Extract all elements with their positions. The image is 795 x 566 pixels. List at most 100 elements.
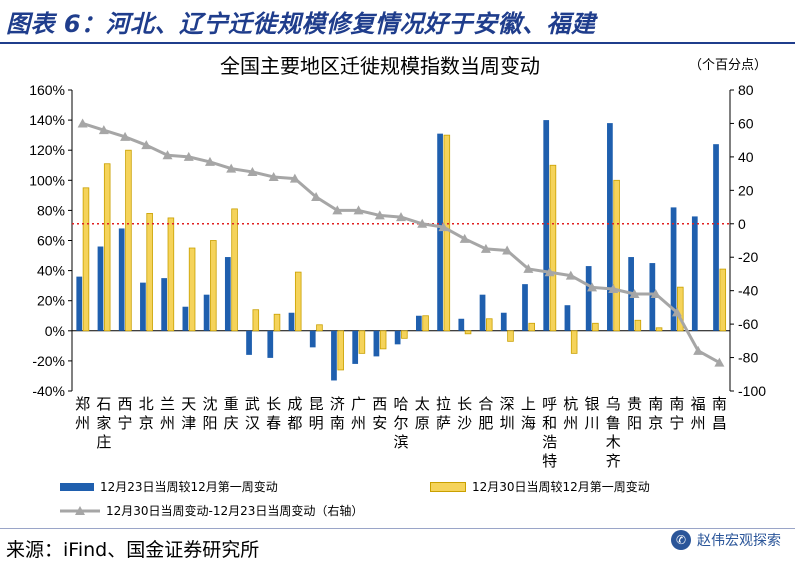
- bar-dec30: [316, 324, 323, 332]
- category-label: 拉萨: [436, 395, 451, 432]
- bar-dec30: [252, 309, 260, 332]
- bar-dec30: [570, 330, 578, 354]
- bar-dec30: [146, 213, 153, 332]
- category-label: 沈阳: [202, 395, 217, 432]
- legend-item-dec23: 12月23日当周较12月第一周变动: [60, 478, 278, 495]
- bar-dec30: [549, 164, 557, 332]
- line-diff-marker: [544, 267, 555, 277]
- bar-dec23: [691, 216, 698, 331]
- right-tick-label: -60: [738, 316, 758, 332]
- bar-dec30: [337, 330, 344, 371]
- bar-dec30: [231, 208, 238, 332]
- bar-dec23: [543, 120, 550, 331]
- line-diff-marker: [523, 263, 534, 273]
- category-label: 银川: [585, 395, 600, 432]
- bar-dec23: [415, 315, 422, 331]
- left-tick-label: -20%: [32, 353, 65, 369]
- line-diff-marker: [565, 270, 576, 280]
- legend-label-dec30: 12月30日当周较12月第一周变动: [472, 480, 650, 494]
- right-tick-label: 80: [738, 82, 754, 98]
- bar-dec30: [82, 187, 90, 332]
- bar-dec23: [76, 276, 83, 331]
- right-tick-label: -20: [738, 249, 758, 265]
- report-header: 图表 6：河北、辽宁迁徙规模修复情况好于安徽、福建: [0, 0, 795, 44]
- bar-dec30: [125, 149, 132, 332]
- legend-swatch-dec30: [430, 481, 466, 492]
- category-label: 贵阳: [627, 395, 642, 432]
- line-diff-marker: [183, 151, 194, 161]
- bar-dec30: [655, 327, 663, 332]
- footer-divider: [0, 528, 795, 529]
- category-label: 昆明: [309, 395, 324, 432]
- line-diff-marker: [502, 245, 513, 255]
- bar-dec30: [613, 179, 620, 332]
- bar-dec30: [443, 134, 451, 332]
- bar-dec30: [188, 247, 196, 332]
- category-label: 南京: [648, 395, 663, 432]
- left-tick-label: 80%: [37, 202, 65, 218]
- line-diff-marker: [289, 173, 300, 183]
- line-diff-marker: [332, 205, 343, 215]
- category-label: 天津: [181, 395, 196, 432]
- brand-watermark: ✆ 赵伟宏观探索: [671, 530, 781, 550]
- left-tick-label: 160%: [29, 82, 65, 98]
- line-diff-marker: [671, 307, 682, 317]
- line-diff-marker: [268, 171, 279, 181]
- bar-dec30: [507, 330, 514, 342]
- category-label: 兰州: [160, 395, 175, 432]
- line-diff-marker: [162, 150, 173, 160]
- left-tick-label: 120%: [29, 142, 65, 158]
- bar-dec23: [224, 257, 231, 331]
- bar-dec23: [140, 282, 146, 331]
- category-label: 长春: [266, 395, 281, 432]
- bar-dec30: [592, 322, 599, 332]
- category-label: 济南: [330, 395, 345, 432]
- category-label: 西宁: [118, 395, 133, 432]
- legend-item-dec30: 12月30日当周较12月第一周变动: [430, 478, 650, 495]
- bar-dec23: [500, 312, 507, 331]
- legend-item-diff: 12月30日当周变动-12月23日当周变动（右轴）: [60, 502, 363, 519]
- category-label: 西安: [372, 395, 387, 432]
- category-label: 广州: [351, 395, 366, 432]
- bar-dec30: [486, 318, 493, 332]
- line-diff-marker: [650, 289, 661, 299]
- line-diff-marker: [480, 243, 491, 253]
- left-tick-label: 0%: [45, 323, 65, 339]
- bar-dec23: [309, 330, 316, 348]
- wechat-icon: ✆: [671, 530, 691, 550]
- right-tick-label: 40: [738, 149, 754, 165]
- bar-dec23: [118, 228, 125, 331]
- line-diff-marker: [438, 222, 449, 232]
- line-diff-marker: [608, 283, 619, 293]
- line-diff-marker: [98, 125, 109, 135]
- left-tick-label: 60%: [37, 233, 65, 249]
- bar-dec30: [358, 330, 366, 354]
- category-label: 合肥: [478, 395, 493, 432]
- category-label: 北京: [139, 395, 154, 432]
- legend-swatch-dec23: [60, 482, 94, 491]
- line-diff-marker: [204, 156, 215, 166]
- line-diff-marker: [587, 282, 598, 292]
- line-diff-marker: [311, 192, 322, 202]
- header-divider: [0, 42, 795, 44]
- bar-dec30: [719, 268, 727, 332]
- line-diff-marker: [374, 210, 385, 220]
- line-diff-series: [82, 122, 721, 364]
- bar-dec23: [394, 330, 401, 345]
- bar-dec23: [331, 330, 337, 381]
- bar-dec23: [713, 144, 719, 331]
- chart-legend: 12月23日当周较12月第一周变动 12月30日当周较12月第一周变动 12月3…: [0, 474, 795, 524]
- bar-dec23: [161, 278, 168, 331]
- bar-dec30: [379, 330, 387, 350]
- legend-label-diff: 12月30日当周变动-12月23日当周变动（右轴）: [106, 504, 364, 518]
- left-tick-label: -40%: [32, 383, 65, 399]
- right-tick-label: -40: [738, 283, 758, 299]
- line-diff-marker: [77, 118, 88, 128]
- line-diff-marker: [247, 166, 258, 176]
- bar-dec23: [458, 318, 465, 331]
- category-label: 武汉: [245, 395, 260, 432]
- migration-chart: -40% -20% 0% 20% 40% 60% 80% 100% 120% 140% 160% -1…: [29, 82, 766, 470]
- category-label: 石家庄: [96, 395, 111, 451]
- left-tick-label: 140%: [29, 112, 65, 128]
- bar-dec30: [167, 217, 175, 332]
